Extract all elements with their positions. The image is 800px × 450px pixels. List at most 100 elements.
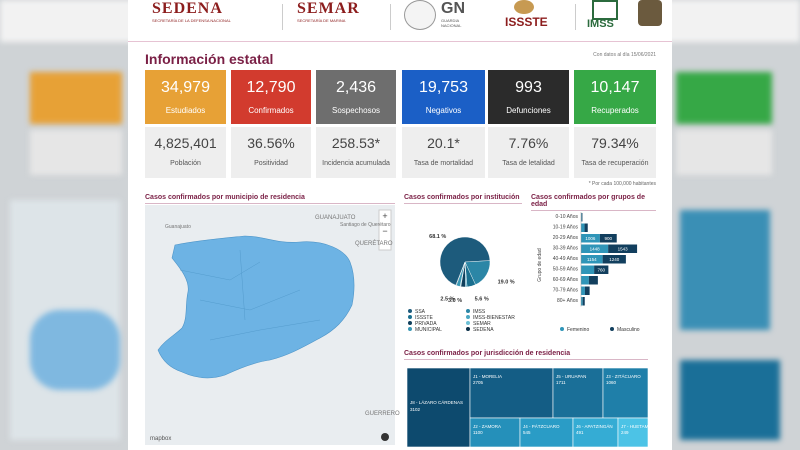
age-bar — [581, 255, 603, 264]
legend-label: SEDENA — [473, 327, 494, 333]
logo-sub: SECRETARÍA DE LA DEFENSA NACIONAL — [152, 18, 231, 23]
tile-label: J5 - URUAPAN — [556, 374, 586, 379]
age-bar — [584, 223, 588, 232]
age-value: 760 — [597, 268, 605, 273]
rate-label: Incidencia acumulada — [322, 160, 390, 167]
treemap-tile — [572, 417, 619, 448]
title: Información estatal — [145, 51, 274, 67]
bg — [676, 72, 772, 124]
logo-sub: GUARDIA NACIONAL — [441, 18, 462, 28]
rate-label: Tasa de recuperación — [581, 160, 649, 167]
age-label: 10-19 Años — [553, 225, 579, 231]
logo-imss-emblem — [592, 0, 618, 20]
pie-label: 5.6 % — [475, 297, 489, 303]
legend-swatch — [408, 327, 412, 331]
section-title: Casos confirmados por grupos de edad — [531, 194, 656, 211]
legend-swatch — [610, 327, 614, 331]
rate-label: Positividad — [254, 160, 288, 167]
legend-label: ISSSTE — [415, 315, 433, 321]
age-value: 900 — [605, 236, 613, 241]
map-zoom[interactable] — [378, 209, 392, 251]
rate-value: 4,825,401 — [154, 135, 217, 151]
rate-box: 79.34% Tasa de recuperación — [574, 127, 656, 178]
age-label: 60-69 Años — [553, 277, 579, 283]
tile-value: 1060 — [606, 380, 617, 385]
age-label: 40-49 Años — [553, 256, 579, 262]
tile-label: J8 - LÁZARO CÁRDENAS — [410, 399, 463, 405]
age-bar — [594, 265, 609, 274]
treemap-tile — [617, 417, 649, 448]
age-value: 1154 — [587, 257, 597, 262]
age-bar — [602, 255, 626, 264]
age-bar — [581, 234, 600, 243]
tile-value: 1711 — [556, 380, 566, 385]
map-label: QUERÉTARO — [355, 240, 393, 247]
rate-value: 7.76% — [508, 135, 549, 151]
rate-label: Tasa de letalidad — [502, 160, 555, 167]
legend-label: Femenino — [567, 327, 589, 333]
bg — [680, 210, 770, 330]
stat-label: Confirmados — [248, 106, 294, 115]
legend-label: IMSS-BIENESTAR — [473, 315, 515, 321]
legend-label: IMSS — [473, 309, 486, 315]
treemap-tile — [406, 367, 471, 448]
logo-state — [638, 0, 662, 26]
age-bar — [581, 286, 585, 295]
legend-swatch — [466, 327, 470, 331]
stat-value: 12,790 — [246, 79, 296, 96]
age-value: 1006 — [585, 236, 596, 241]
bg — [30, 130, 122, 175]
map-label: GUANAJUATO — [315, 215, 356, 221]
age-label: 80+ Años — [557, 298, 578, 304]
bg — [676, 130, 772, 175]
rate-value: 20.1* — [427, 135, 460, 151]
tile-value: 3102 — [410, 407, 421, 412]
age-label: 20-29 Años — [553, 235, 579, 241]
age-label: 70-79 Años — [553, 288, 579, 294]
age-bar — [599, 234, 617, 243]
bg — [30, 310, 120, 390]
legend-swatch — [466, 315, 470, 319]
logo-sub: SECRETARÍA DE MARINA — [297, 18, 346, 23]
age-bar — [581, 213, 582, 222]
legend-label: SEMAR — [473, 321, 491, 327]
map-attribution: mapbox — [150, 436, 171, 442]
pie-label: 3.0 % — [448, 298, 462, 304]
stat-label: Defunciones — [506, 106, 551, 115]
rate-box: 258.53* Incidencia acumulada — [316, 127, 396, 178]
age-label: 0-10 Años — [555, 214, 578, 220]
legend-label: Masculino — [617, 327, 640, 333]
rate-label: Población — [170, 160, 201, 167]
map-labels: GUANAJUATO Guanajuato Santiago de Querétar… — [150, 215, 400, 442]
pie-slice — [455, 261, 466, 286]
map-state — [157, 235, 355, 379]
divider — [282, 4, 283, 30]
rate-value: 258.53* — [331, 135, 381, 151]
age-bar — [584, 286, 590, 295]
age-bar — [588, 276, 598, 285]
stat-card: 993 Defunciones — [488, 70, 569, 124]
stat-value: 19,753 — [419, 79, 468, 96]
zoom-out[interactable]: − — [382, 226, 387, 236]
zoom-in[interactable]: + — [382, 211, 387, 221]
tile-value: 491 — [576, 430, 584, 435]
stat-label: Recuperados — [591, 106, 639, 115]
tile-value: 1100 — [473, 430, 483, 435]
age-bar — [581, 244, 609, 253]
map-label: Santiago de Querétaro — [340, 222, 391, 228]
section-title: Casos confirmados por jurisdicción de re… — [404, 350, 648, 360]
stat-card: 2,436 Sospechosos — [316, 70, 396, 124]
map-info[interactable] — [381, 433, 389, 441]
legend-swatch — [408, 321, 412, 325]
rate-box: 7.76% Tasa de letalidad — [488, 127, 569, 178]
legend-swatch — [408, 315, 412, 319]
age-bar — [581, 223, 585, 232]
header-line — [128, 41, 672, 42]
pie-slice — [439, 236, 491, 286]
map-label: Guanajuato — [165, 224, 191, 230]
map-borders — [179, 249, 321, 341]
map-label: GUERRERO — [365, 411, 400, 417]
tile-label: J2 - ZAMORA — [473, 424, 501, 429]
